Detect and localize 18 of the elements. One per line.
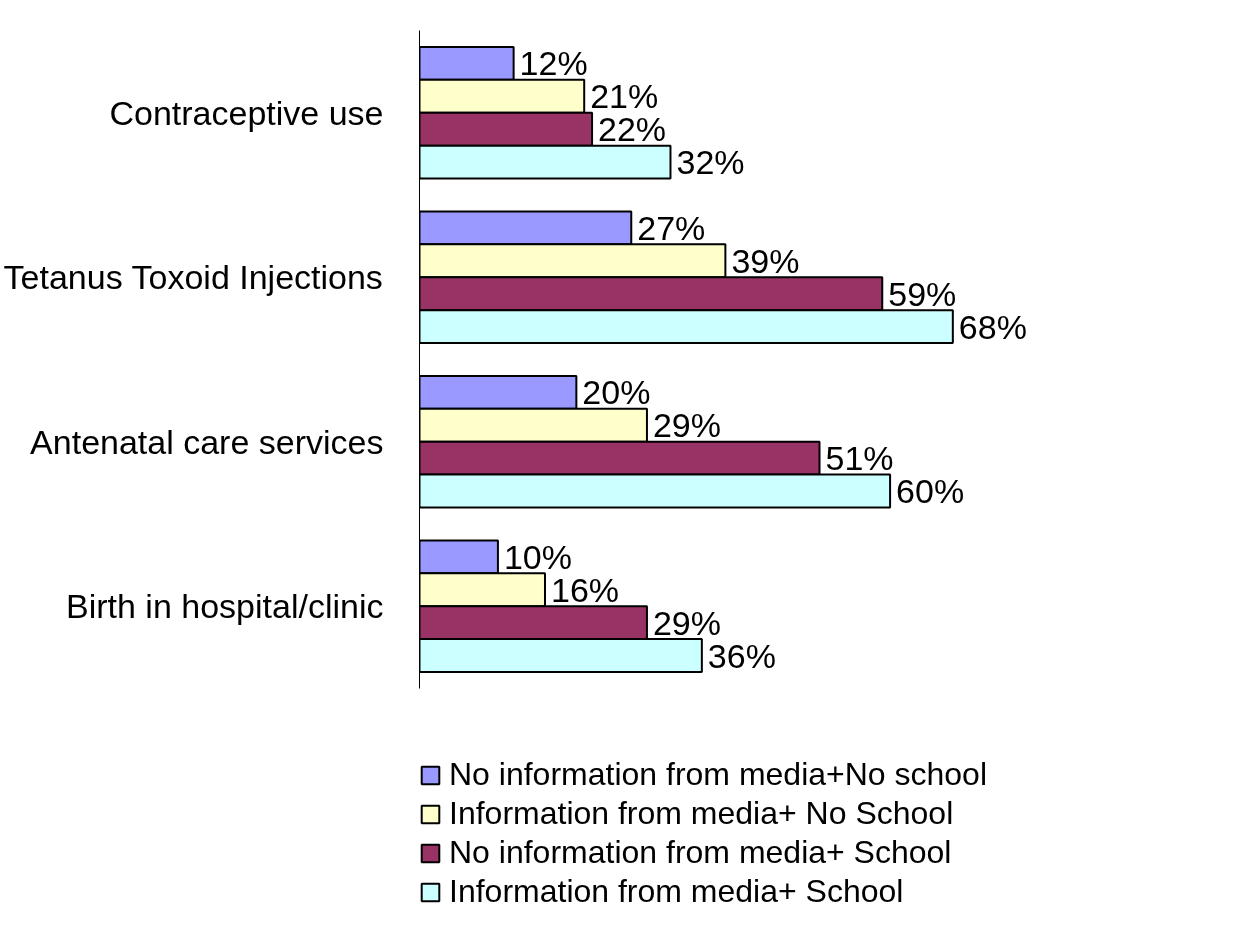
legend-label: Information from media+ School xyxy=(449,873,904,910)
y-tick-label: Antenatal care services xyxy=(30,422,384,461)
data-label: 27% xyxy=(637,208,706,247)
y-tick-label: Contraceptive use xyxy=(109,93,384,132)
data-label: 20% xyxy=(582,373,651,412)
legend-label: Information from media+ No School xyxy=(449,795,954,832)
data-label: 29% xyxy=(652,406,722,445)
legend-label: No information from media+ School xyxy=(449,834,952,871)
data-label: 12% xyxy=(519,44,588,83)
y-tick-label: Tetanus Toxoid Injections xyxy=(3,258,383,297)
data-label: 59% xyxy=(888,274,957,313)
data-label: 60% xyxy=(896,472,965,511)
data-label: 51% xyxy=(825,439,894,478)
data-label: 39% xyxy=(731,241,800,280)
y-tick-label: Birth in hospital/clinic xyxy=(66,587,384,626)
data-label: 68% xyxy=(958,307,1027,346)
legend-label: No information from media+No school xyxy=(449,756,988,793)
data-label: 32% xyxy=(676,143,745,182)
